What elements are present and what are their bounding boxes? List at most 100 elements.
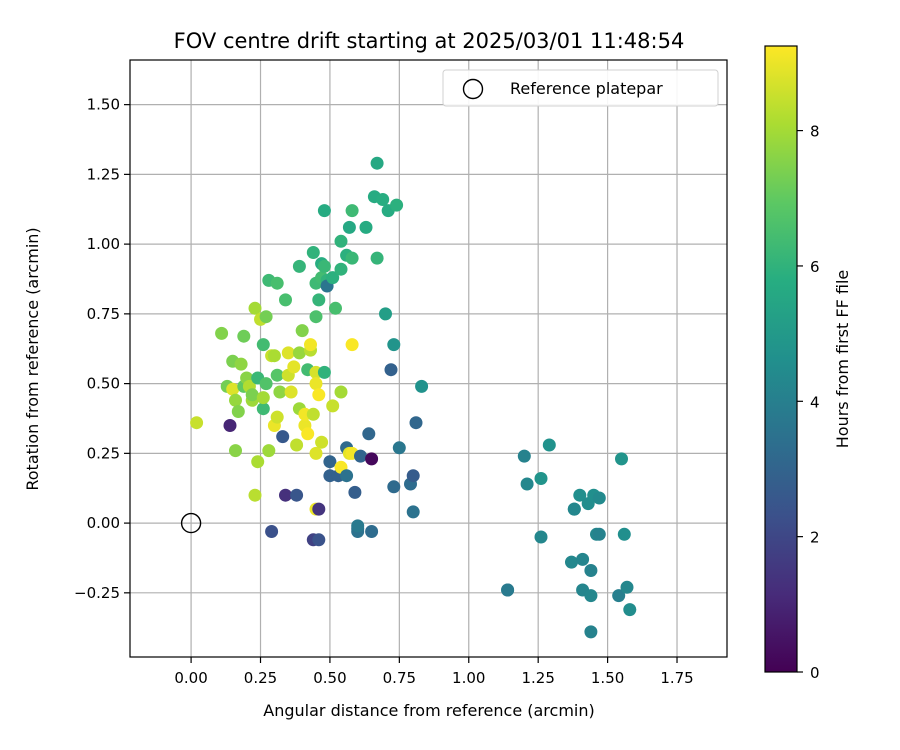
data-point [592, 491, 606, 505]
data-point [284, 385, 298, 399]
data-point [270, 410, 284, 424]
data-point [256, 391, 270, 405]
data-point [215, 326, 229, 340]
data-point [351, 519, 365, 533]
data-point [617, 527, 631, 541]
data-point [295, 324, 309, 338]
data-point [334, 262, 348, 276]
data-point [406, 505, 420, 519]
data-point [315, 435, 329, 449]
legend: Reference platepar [442, 69, 719, 107]
data-point [265, 525, 279, 538]
data-point [345, 251, 359, 265]
y-tick-label: 0.00 [87, 514, 120, 532]
data-point [370, 156, 384, 170]
data-point [290, 488, 304, 502]
y-tick-label: 1.00 [87, 235, 120, 253]
colorbar-ticks: 0 2 4 6 8 [797, 123, 820, 682]
data-point [520, 477, 534, 491]
data-point [259, 310, 273, 324]
data-point [301, 427, 315, 441]
data-point [334, 385, 348, 399]
data-point [312, 293, 326, 307]
reference-marker-layer [180, 512, 202, 534]
data-point [312, 388, 326, 402]
x-axis-ticks: 0.00 0.25 0.50 0.75 1.00 1.25 1.50 1.75 [174, 657, 694, 687]
data-point [306, 246, 320, 259]
data-point [231, 405, 245, 418]
y-tick-label: 1.25 [87, 165, 120, 183]
data-points [190, 156, 637, 639]
data-point [326, 271, 340, 285]
y-tick-label: −0.25 [74, 584, 120, 602]
data-point [392, 441, 406, 455]
data-point [270, 276, 284, 290]
data-point [359, 220, 373, 234]
data-point [615, 452, 628, 466]
data-point [584, 589, 598, 603]
data-point [248, 488, 262, 502]
data-point [256, 338, 270, 352]
data-point [576, 552, 590, 566]
data-point [365, 525, 379, 538]
data-point [317, 259, 331, 273]
y-tick-label: 1.50 [87, 96, 120, 114]
data-point [345, 204, 359, 218]
data-point [384, 363, 398, 377]
data-point [223, 419, 237, 432]
data-point [279, 488, 292, 502]
data-point [342, 220, 356, 234]
data-point [190, 416, 204, 430]
data-point [309, 446, 323, 460]
data-point [262, 444, 276, 458]
data-point [229, 393, 242, 407]
data-point [376, 193, 390, 206]
data-point [256, 402, 270, 416]
data-point [501, 583, 515, 597]
data-point [620, 580, 634, 594]
data-point [237, 329, 251, 343]
y-tick-label: 0.75 [87, 305, 120, 323]
data-point [304, 338, 317, 352]
x-tick-label: 0.00 [174, 669, 207, 687]
colorbar-tick-label: 4 [810, 393, 820, 411]
data-point [365, 452, 379, 466]
plot-frame [129, 59, 728, 658]
data-point [276, 430, 290, 444]
colorbar [764, 45, 798, 673]
data-point [387, 480, 401, 494]
data-point [542, 438, 556, 452]
data-point [584, 564, 598, 577]
chart-title: FOV centre drift starting at 2025/03/01 … [174, 29, 685, 53]
data-point [534, 472, 548, 485]
data-point [623, 603, 637, 617]
data-point [348, 485, 362, 499]
data-point [226, 382, 240, 396]
data-point [273, 385, 287, 399]
data-point [517, 449, 531, 463]
x-axis-label: Angular distance from reference (arcmin) [263, 701, 594, 720]
legend-box [442, 69, 719, 107]
data-point [259, 377, 273, 391]
x-tick-label: 0.50 [313, 669, 346, 687]
data-point [409, 416, 423, 430]
data-point [279, 293, 292, 307]
data-point [309, 310, 323, 324]
data-point [270, 368, 284, 382]
data-point [234, 357, 248, 371]
y-axis-label: Rotation from reference (arcmin) [23, 227, 42, 490]
colorbar-tick-label: 0 [810, 664, 820, 682]
data-point [567, 502, 581, 516]
data-point [584, 625, 598, 639]
data-point [290, 438, 304, 452]
data-point [317, 365, 331, 379]
x-tick-label: 0.25 [244, 669, 277, 687]
data-point [329, 301, 342, 315]
data-point [387, 338, 401, 352]
data-point [323, 455, 337, 469]
y-axis-ticks: −0.25 0.00 0.25 0.50 0.75 1.00 1.25 1.50 [74, 96, 130, 602]
data-point [317, 204, 331, 218]
data-point [229, 444, 242, 458]
data-point [245, 388, 259, 402]
